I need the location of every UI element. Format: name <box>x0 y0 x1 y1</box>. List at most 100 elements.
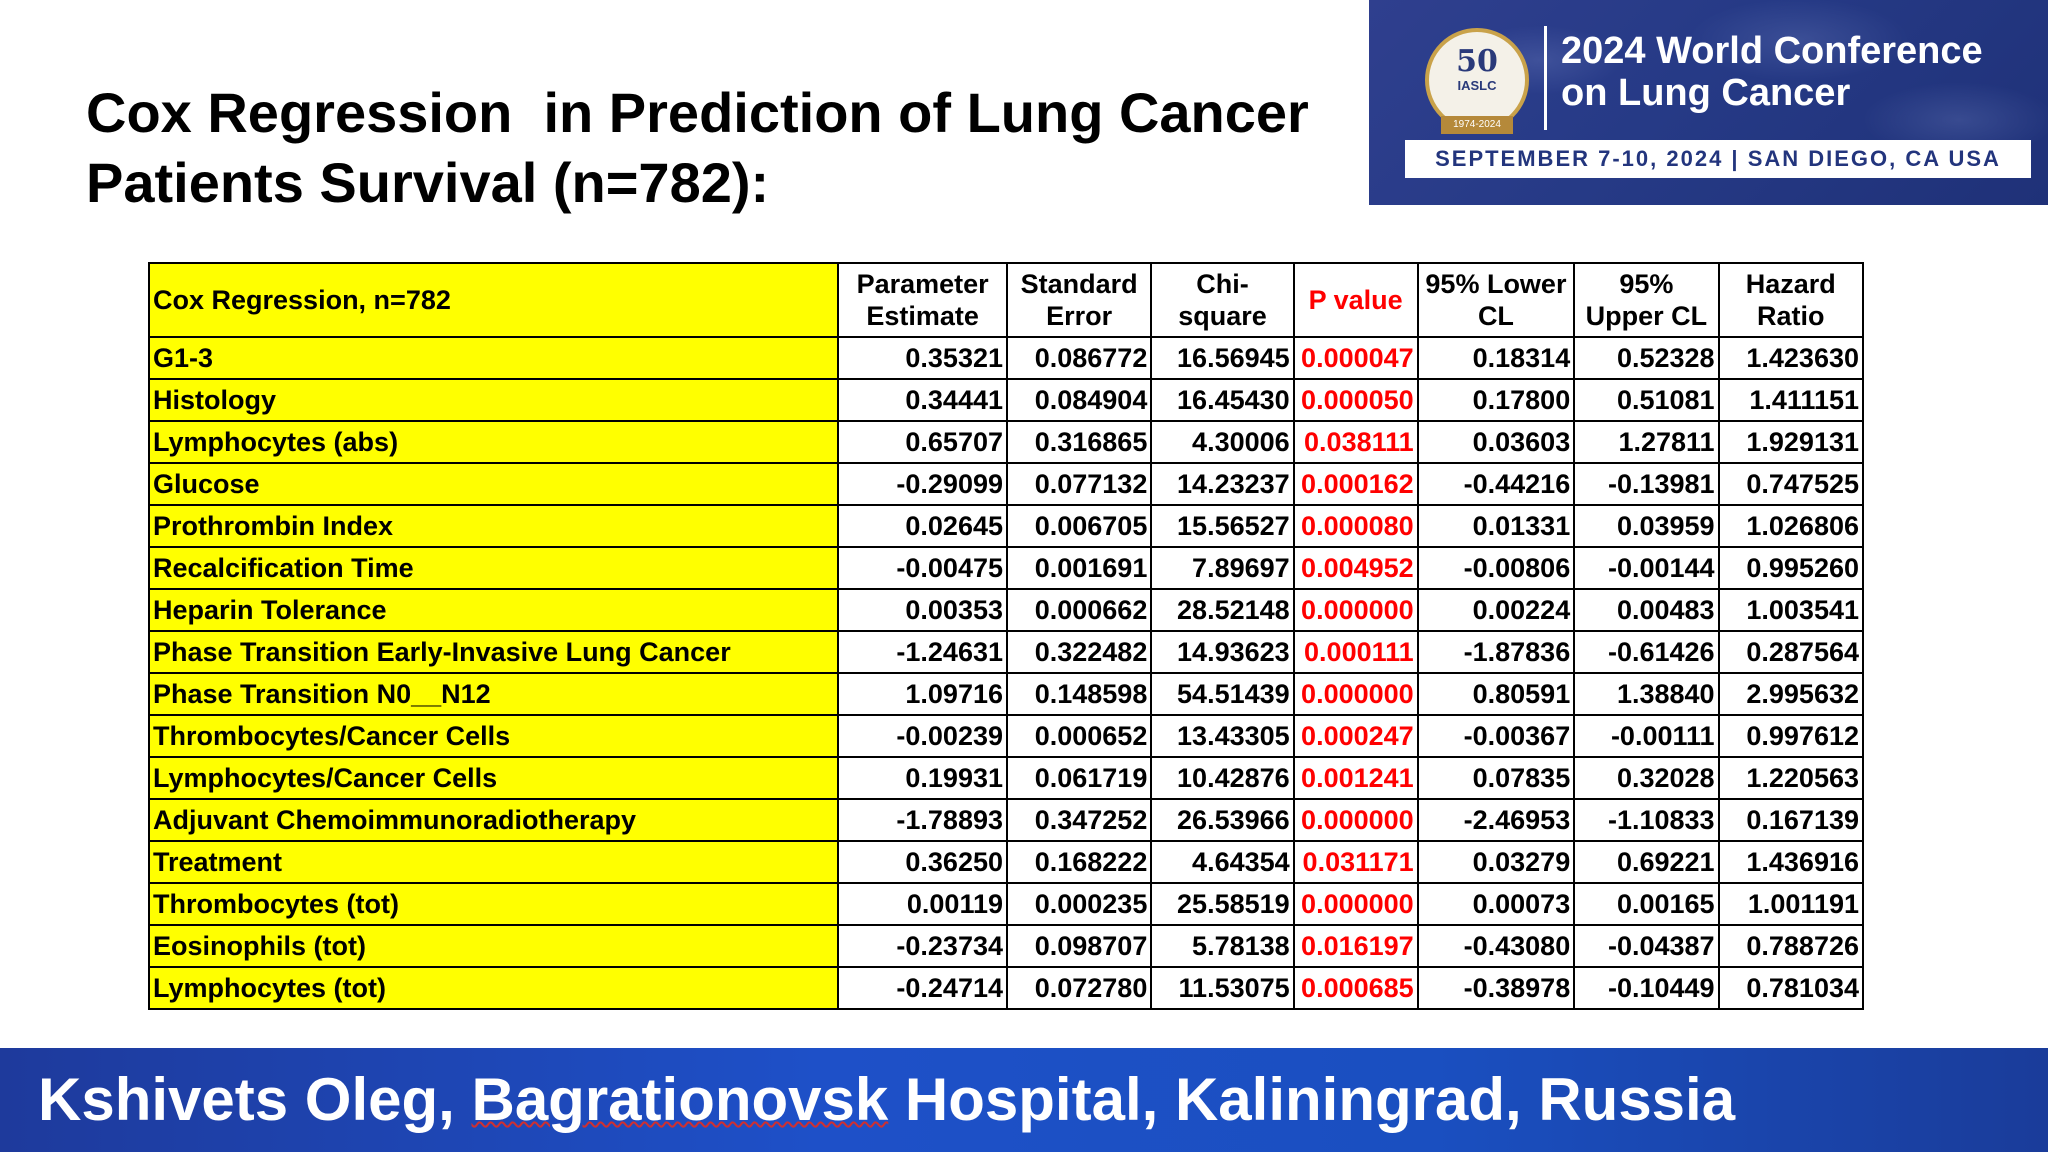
value-cell: 1.026806 <box>1717 504 1865 548</box>
p-value-cell: 0.000080 <box>1292 504 1419 548</box>
value-cell: 1.001191 <box>1717 882 1865 926</box>
value-cell: 4.30006 <box>1150 420 1295 464</box>
p-value-cell: 0.001241 <box>1292 756 1419 800</box>
value-cell: 0.00165 <box>1573 882 1720 926</box>
value-cell: 1.003541 <box>1717 588 1865 632</box>
value-cell: 0.000662 <box>1005 588 1153 632</box>
table-row: Treatment 0.36250 0.168222 4.64354 0.031171 0… <box>147 840 1865 884</box>
value-cell: 28.52148 <box>1150 588 1295 632</box>
value-cell: 0.788726 <box>1717 924 1865 968</box>
value-cell: 0.167139 <box>1717 798 1865 842</box>
p-value-cell: 0.000000 <box>1292 588 1419 632</box>
value-cell: 0.01331 <box>1416 504 1576 548</box>
seal-number: 50 <box>1456 44 1498 79</box>
value-cell: 0.316865 <box>1005 420 1153 464</box>
value-cell: 0.80591 <box>1416 672 1576 716</box>
header-cell: 95% Lower CL <box>1416 262 1576 338</box>
value-cell: 0.006705 <box>1005 504 1153 548</box>
row-label: Thrombocytes/Cancer Cells <box>147 714 840 758</box>
table-body: G1-3 0.35321 0.086772 16.56945 0.000047 0.183… <box>147 336 1865 1010</box>
value-cell: 54.51439 <box>1150 672 1295 716</box>
seal-years: 1974-2024 <box>1441 116 1513 134</box>
value-cell: 13.43305 <box>1150 714 1295 758</box>
value-cell: -0.29099 <box>837 462 1008 506</box>
table-row: Histology 0.34441 0.084904 16.45430 0.000050… <box>147 378 1865 422</box>
value-cell: 0.03603 <box>1416 420 1576 464</box>
conference-name: 2024 World Conference on Lung Cancer <box>1561 30 2041 114</box>
value-cell: 1.09716 <box>837 672 1008 716</box>
header-cell-p-value: P value <box>1292 262 1419 338</box>
header-cell: Cox Regression, n=782 <box>147 262 840 338</box>
table-row: Thrombocytes (tot) 0.00119 0.000235 25.5851… <box>147 882 1865 926</box>
table-row: Phase Transition Early-Invasive Lung Can… <box>147 630 1865 674</box>
iaslc-anniversary-seal: 50 IASLC 1974-2024 <box>1425 28 1529 134</box>
table-row: Recalcification Time -0.00475 0.001691 7.89… <box>147 546 1865 590</box>
value-cell: -1.10833 <box>1573 798 1720 842</box>
p-value-cell: 0.031171 <box>1292 840 1419 884</box>
p-value-cell: 0.000000 <box>1292 882 1419 926</box>
header-cell: Standard Error <box>1005 262 1153 338</box>
value-cell: 0.00224 <box>1416 588 1576 632</box>
value-cell: 0.00483 <box>1573 588 1720 632</box>
table-header-row: Cox Regression, n=782 Parameter Estimate… <box>147 262 1865 338</box>
value-cell: 0.00353 <box>837 588 1008 632</box>
value-cell: 0.35321 <box>837 336 1008 380</box>
conference-name-line-1: 2024 World Conference <box>1561 30 1983 72</box>
value-cell: 0.098707 <box>1005 924 1153 968</box>
value-cell: 0.148598 <box>1005 672 1153 716</box>
value-cell: 0.03279 <box>1416 840 1576 884</box>
row-label: G1-3 <box>147 336 840 380</box>
value-cell: -0.44216 <box>1416 462 1576 506</box>
value-cell: -0.13981 <box>1573 462 1720 506</box>
seal-org: IASLC <box>1457 78 1497 93</box>
table-row: Lymphocytes (abs) 0.65707 0.316865 4.30006 0… <box>147 420 1865 464</box>
table-row: Lymphocytes/Cancer Cells 0.19931 0.061719 1… <box>147 756 1865 800</box>
hospital-name: Bagrationovsk <box>471 1066 889 1133</box>
p-value-cell: 0.000685 <box>1292 966 1419 1010</box>
value-cell: 0.00119 <box>837 882 1008 926</box>
table-row: Lymphocytes (tot) -0.24714 0.072780 11.5307… <box>147 966 1865 1010</box>
value-cell: 25.58519 <box>1150 882 1295 926</box>
value-cell: 0.02645 <box>837 504 1008 548</box>
value-cell: 0.52328 <box>1573 336 1720 380</box>
p-value-cell: 0.000111 <box>1292 630 1419 674</box>
author-name: Kshivets Oleg, <box>38 1066 472 1133</box>
value-cell: -0.10449 <box>1573 966 1720 1010</box>
value-cell: 1.38840 <box>1573 672 1720 716</box>
value-cell: -2.46953 <box>1416 798 1576 842</box>
table-row: Eosinophils (tot) -0.23734 0.098707 5.78138… <box>147 924 1865 968</box>
value-cell: -0.00239 <box>837 714 1008 758</box>
value-cell: 0.072780 <box>1005 966 1153 1010</box>
value-cell: 2.995632 <box>1717 672 1865 716</box>
value-cell: 0.18314 <box>1416 336 1576 380</box>
value-cell: 0.07835 <box>1416 756 1576 800</box>
value-cell: 1.929131 <box>1717 420 1865 464</box>
value-cell: -0.00475 <box>837 546 1008 590</box>
row-label: Eosinophils (tot) <box>147 924 840 968</box>
value-cell: 0.084904 <box>1005 378 1153 422</box>
row-label: Prothrombin Index <box>147 504 840 548</box>
table-row: Heparin Tolerance 0.00353 0.000662 28.52148… <box>147 588 1865 632</box>
value-cell: 0.995260 <box>1717 546 1865 590</box>
value-cell: -1.87836 <box>1416 630 1576 674</box>
value-cell: 0.287564 <box>1717 630 1865 674</box>
value-cell: 1.220563 <box>1717 756 1865 800</box>
row-label: Heparin Tolerance <box>147 588 840 632</box>
value-cell: -0.38978 <box>1416 966 1576 1010</box>
slide-title: Cox Regression in Prediction of Lung Can… <box>86 78 1346 218</box>
value-cell: -0.00144 <box>1573 546 1720 590</box>
value-cell: 0.00073 <box>1416 882 1576 926</box>
value-cell: 15.56527 <box>1150 504 1295 548</box>
author-footer: Kshivets Oleg, Bagrationovsk Hospital, K… <box>0 1048 2048 1152</box>
cox-regression-table: Cox Regression, n=782 Parameter Estimate… <box>147 262 1865 1010</box>
value-cell: 0.69221 <box>1573 840 1720 884</box>
value-cell: 14.23237 <box>1150 462 1295 506</box>
row-label: Adjuvant Chemoimmunoradiotherapy <box>147 798 840 842</box>
value-cell: 0.001691 <box>1005 546 1153 590</box>
value-cell: 0.077132 <box>1005 462 1153 506</box>
row-label: Treatment <box>147 840 840 884</box>
value-cell: -0.24714 <box>837 966 1008 1010</box>
table-row: Thrombocytes/Cancer Cells -0.00239 0.00065… <box>147 714 1865 758</box>
banner-divider <box>1544 26 1547 130</box>
value-cell: 0.061719 <box>1005 756 1153 800</box>
